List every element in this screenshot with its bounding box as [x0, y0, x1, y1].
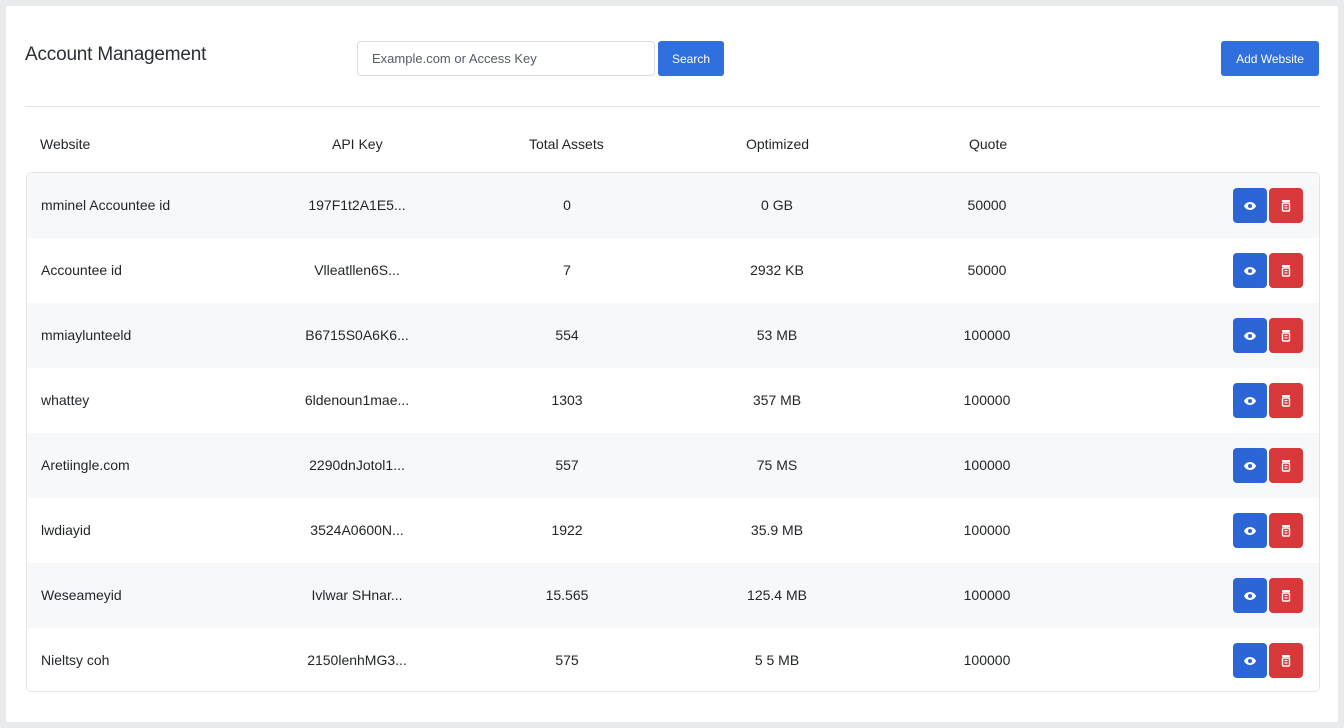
header-divider	[25, 106, 1320, 107]
website-cell: Weseameyid	[41, 587, 122, 603]
search-button[interactable]: Search	[658, 41, 724, 76]
page-title: Account Management	[25, 44, 207, 65]
column-header-optimized: Optimized	[746, 136, 810, 152]
column-header-total-assets: Total Assets	[529, 136, 604, 152]
view-button[interactable]	[1233, 643, 1267, 678]
table-row: Nieltsy coh 2150lenhMG3... 575 5 5 MB 10…	[27, 628, 1319, 691]
column-header-api-key: API Key	[332, 136, 383, 152]
quota-cell: 50000	[967, 197, 1007, 213]
quota-cell: 100000	[963, 457, 1011, 473]
website-cell: Aretiingle.com	[41, 457, 130, 473]
eye-icon	[1244, 201, 1256, 210]
optimized-cell: 35.9 MB	[750, 522, 804, 538]
total-assets-cell: 1303	[551, 392, 583, 408]
eye-icon	[1244, 526, 1256, 535]
api-key-cell: 2290dnJotol1...	[309, 457, 405, 473]
table-row: Weseameyid Ivlwar SHnar... 15.565 125.4 …	[27, 563, 1319, 628]
table-row: lwdiayid 3524A0600N... 1922 35.9 MB 1000…	[27, 498, 1319, 563]
total-assets-cell: 575	[555, 652, 579, 668]
column-header-website: Website	[40, 136, 91, 152]
api-key-cell: 3524A0600N...	[310, 522, 404, 538]
api-key-cell: 2150lenhMG3...	[307, 652, 407, 668]
optimized-cell: 125.4 MB	[747, 587, 807, 603]
api-key-cell: Vlleatllen6S...	[314, 262, 400, 278]
website-cell: Nieltsy coh	[41, 652, 110, 668]
eye-icon	[1244, 591, 1256, 600]
search-input[interactable]	[357, 41, 655, 76]
optimized-cell: 2932 KB	[750, 262, 804, 278]
delete-button[interactable]	[1269, 383, 1303, 418]
quota-cell: 100000	[963, 652, 1011, 668]
api-key-cell: B6715S0A6K6...	[305, 327, 409, 343]
eye-icon	[1244, 266, 1256, 275]
api-key-cell: Ivlwar SHnar...	[311, 587, 403, 603]
quota-cell: 100000	[963, 522, 1011, 538]
delete-button[interactable]	[1269, 318, 1303, 353]
delete-button[interactable]	[1269, 578, 1303, 613]
website-cell: mmiaylunteeld	[41, 327, 132, 343]
add-website-button[interactable]: Add Website	[1221, 41, 1319, 76]
trash-icon	[1281, 200, 1291, 212]
optimized-cell: 0 GB	[761, 197, 793, 213]
trash-icon	[1281, 395, 1291, 407]
account-management-card: Account Management Search Add Website We…	[6, 6, 1338, 722]
total-assets-cell: 554	[555, 327, 579, 343]
accounts-table: mminel Accountee id 197F1t2A1E5... 0 0 G…	[26, 172, 1320, 692]
quota-cell: 100000	[963, 392, 1011, 408]
eye-icon	[1244, 461, 1256, 470]
view-button[interactable]	[1233, 383, 1267, 418]
table-row: whattey 6ldenoun1mae... 1303 357 MB 1000…	[27, 368, 1319, 433]
optimized-cell: 53 MB	[756, 327, 798, 343]
delete-button[interactable]	[1269, 643, 1303, 678]
column-header-quota: Quote	[969, 136, 1008, 152]
trash-icon	[1281, 330, 1291, 342]
trash-icon	[1281, 460, 1291, 472]
total-assets-cell: 557	[555, 457, 579, 473]
view-button[interactable]	[1233, 578, 1267, 613]
quota-cell: 50000	[967, 262, 1007, 278]
eye-icon	[1244, 331, 1256, 340]
table-row: mmiaylunteeld B6715S0A6K6... 554 53 MB 1…	[27, 303, 1319, 368]
table-row: Accountee id Vlleatllen6S... 7 2932 KB 5…	[27, 238, 1319, 303]
delete-button[interactable]	[1269, 253, 1303, 288]
total-assets-cell: 1922	[551, 522, 583, 538]
view-button[interactable]	[1233, 253, 1267, 288]
quota-cell: 100000	[963, 327, 1011, 343]
website-cell: Accountee id	[41, 262, 122, 278]
table-row: mminel Accountee id 197F1t2A1E5... 0 0 G…	[27, 173, 1319, 238]
table-row: Aretiingle.com 2290dnJotol1... 557 75 MS…	[27, 433, 1319, 498]
website-cell: whattey	[41, 392, 90, 408]
eye-icon	[1244, 396, 1256, 405]
total-assets-cell: 0	[563, 197, 571, 213]
view-button[interactable]	[1233, 448, 1267, 483]
api-key-cell: 197F1t2A1E5...	[308, 197, 406, 213]
eye-icon	[1244, 656, 1256, 665]
view-button[interactable]	[1233, 318, 1267, 353]
table-header: Website API Key Total Assets Optimized Q…	[26, 136, 1320, 158]
optimized-cell: 5 5 MB	[754, 652, 800, 668]
total-assets-cell: 7	[563, 262, 571, 278]
quota-cell: 100000	[963, 587, 1011, 603]
view-button[interactable]	[1233, 188, 1267, 223]
view-button[interactable]	[1233, 513, 1267, 548]
optimized-cell: 75 MS	[756, 457, 798, 473]
api-key-cell: 6ldenoun1mae...	[304, 392, 410, 408]
trash-icon	[1281, 265, 1291, 277]
trash-icon	[1281, 525, 1291, 537]
delete-button[interactable]	[1269, 448, 1303, 483]
website-cell: lwdiayid	[41, 522, 91, 538]
delete-button[interactable]	[1269, 188, 1303, 223]
optimized-cell: 357 MB	[752, 392, 802, 408]
trash-icon	[1281, 590, 1291, 602]
total-assets-cell: 15.565	[545, 587, 589, 603]
website-cell: mminel Accountee id	[41, 197, 171, 213]
header: Account Management Search Add Website	[6, 6, 1338, 106]
trash-icon	[1281, 655, 1291, 667]
delete-button[interactable]	[1269, 513, 1303, 548]
